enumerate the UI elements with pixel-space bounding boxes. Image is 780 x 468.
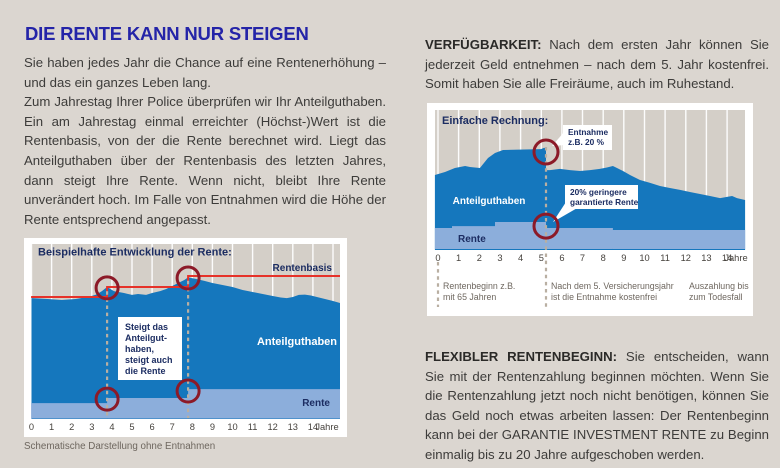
rente-label: Rente [302, 398, 330, 409]
callout-line: garantierte Rente [570, 197, 639, 207]
x-tick-label: 11 [660, 253, 670, 263]
x-tick-label: 12 [681, 253, 691, 263]
callout-line: 20% geringere [570, 187, 627, 197]
pension-development-chart-panel: Steigt das Anteilgut- haben, steigt auch… [24, 238, 347, 437]
anteilguthaben-label: Anteilguthaben [453, 196, 526, 207]
x-tick-label: 6 [559, 253, 564, 263]
x-tick-label: 5 [539, 253, 544, 263]
callout-box: Steigt das Anteilgut- haben, steigt auch… [118, 317, 182, 380]
x-tick-label: 11 [248, 422, 258, 432]
x-tick-label: 2 [69, 422, 74, 432]
x-axis: 0 1 2 3 4 5 6 7 8 9 10 11 12 13 14 [435, 253, 732, 263]
rente-band [434, 222, 746, 249]
highlight-circle [94, 275, 120, 301]
highlight-circle [175, 265, 201, 291]
availability-label: VERFÜGBARKEIT: [425, 37, 542, 52]
flexible-start-body: Sie entscheiden, wann Sie mit der Renten… [425, 349, 770, 462]
x-tick-label: 13 [288, 422, 298, 432]
x-tick-label: 8 [190, 422, 195, 432]
availability-body: Nach dem ersten Jahr können Sie jederzei… [425, 37, 770, 92]
annotation-line: ist die Entnahme kostenfrei [551, 292, 657, 302]
highlight-circle [94, 386, 120, 412]
annotation-line: Rentenbeginn z.B. [443, 281, 515, 291]
intro-paragraph-1: Sie haben jedes Jahr die Chance auf eine… [24, 55, 386, 90]
x-tick-label: 3 [89, 422, 94, 432]
annotation-line: Auszahlung bis [689, 281, 749, 291]
callout-line: z.B. 20 % [568, 137, 605, 147]
highlight-circle [175, 378, 201, 404]
rentenbasis-label: Rentenbasis [273, 263, 333, 274]
callout-rect [565, 185, 638, 209]
flexible-start-text: FLEXIBLER RENTENBEGINN: Sie entscheiden,… [425, 347, 769, 465]
x-tick-label: 1 [49, 422, 54, 432]
annotation-line: zum Todesfall [689, 292, 743, 302]
x-tick-label: 6 [150, 422, 155, 432]
anteilguthaben-label: Anteilguthaben [257, 336, 337, 348]
x-tick-label: 9 [210, 422, 215, 432]
chart-caption: Schematische Darstellung ohne Entnahmen [24, 441, 216, 452]
x-tick-label: 4 [518, 253, 523, 263]
x-axis-unit: Jahre [724, 253, 747, 263]
x-tick-label: 0 [29, 422, 34, 432]
x-tick-label: 10 [639, 253, 649, 263]
callout-rect [118, 317, 182, 380]
callout-rect [563, 125, 612, 150]
dashed-year-lines [105, 280, 190, 419]
flexible-start-paragraph: FLEXIBLER RENTENBEGINN: Sie entscheiden,… [425, 347, 769, 465]
x-tick-label: 7 [170, 422, 175, 432]
callout-line: die Rente [125, 366, 166, 376]
x-tick-label: 8 [601, 253, 606, 263]
callout-line: Entnahme [568, 127, 608, 137]
page-title: DIE RENTE KANN NUR STEIGEN [25, 23, 309, 45]
x-tick-label: 14 [722, 253, 732, 263]
anteilguthaben-area [31, 277, 340, 419]
annotation-line: mit 65 Jahren [443, 292, 496, 302]
x-tick-label: 0 [435, 253, 440, 263]
annotation-line: Nach dem 5. Versicherungsjahr [551, 281, 674, 291]
x-tick-label: 13 [701, 253, 711, 263]
highlight-circle [532, 212, 560, 240]
highlight-circles [94, 265, 201, 412]
simple-calculation-chart: Entnahme z.B. 20 % 20% geringere garanti… [434, 110, 749, 307]
x-axis: 0 1 2 3 4 5 6 7 8 9 10 11 12 13 14 [29, 422, 318, 432]
highlight-circle [532, 138, 560, 166]
timeline-annotations: Rentenbeginn z.B. mit 65 Jahren Nach dem… [443, 281, 749, 302]
x-tick-label: 12 [268, 422, 278, 432]
callout-line: haben, [125, 344, 154, 354]
callout-line: Steigt das [125, 322, 168, 332]
callout-line: Anteilgut- [125, 333, 167, 343]
pension-development-chart: Steigt das Anteilgut- haben, steigt auch… [29, 244, 340, 432]
x-tick-label: 9 [621, 253, 626, 263]
x-tick-label: 5 [129, 422, 134, 432]
rente-label: Rente [458, 234, 486, 245]
intro-text: Sie haben jedes Jahr die Chance auf eine… [24, 53, 386, 229]
x-tick-label: 10 [227, 422, 237, 432]
rentenbasis-line [31, 275, 340, 298]
x-tick-label: 4 [109, 422, 114, 432]
flexible-start-label: FLEXIBLER RENTENBEGINN: [425, 349, 618, 364]
intro-paragraph-2: Zum Jahrestag Ihrer Police überprüfen wi… [24, 94, 386, 227]
x-tick-label: 14 [308, 422, 318, 432]
availability-paragraph: VERFÜGBARKEIT: Nach dem ersten Jahr könn… [425, 35, 769, 94]
x-tick-label: 7 [580, 253, 585, 263]
simple-calculation-chart-panel: Entnahme z.B. 20 % 20% geringere garanti… [427, 103, 753, 316]
availability-text: VERFÜGBARKEIT: Nach dem ersten Jahr könn… [425, 35, 769, 94]
chart-title: Beispielhafte Entwicklung der Rente: [38, 247, 232, 259]
x-tick-label: 2 [477, 253, 482, 263]
callout-line: steigt auch [125, 355, 173, 365]
reduced-pension-callout: 20% geringere garantierte Rente [553, 185, 639, 222]
x-axis-unit: Jahre [315, 422, 338, 432]
chart-title: Einfache Rechnung: [442, 115, 548, 127]
x-tick-label: 1 [456, 253, 461, 263]
highlight-circles [532, 138, 560, 240]
x-tick-label: 3 [497, 253, 502, 263]
dashed-year-lines [436, 147, 548, 307]
